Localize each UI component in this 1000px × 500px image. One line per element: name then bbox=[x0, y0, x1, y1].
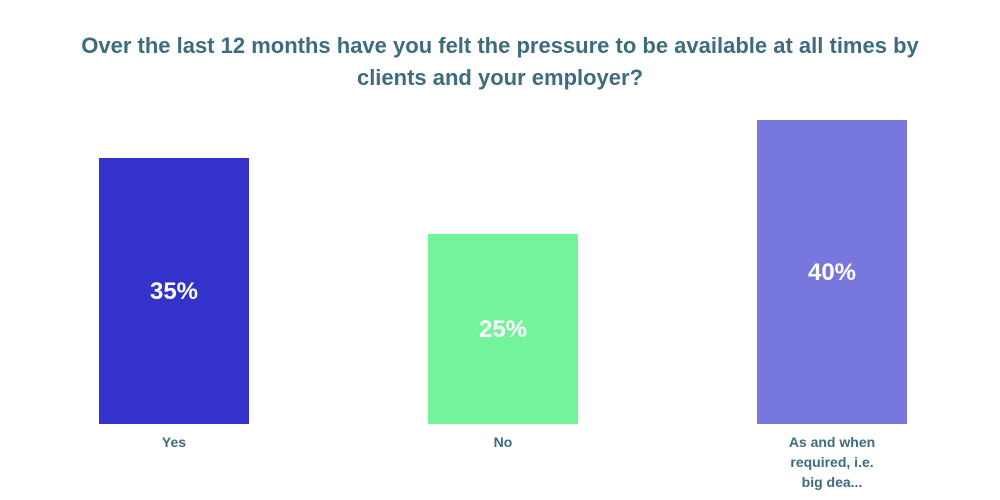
bar-as bbox=[757, 120, 907, 424]
bar-value-label: 35% bbox=[150, 278, 198, 305]
category-label: Yes bbox=[162, 434, 186, 450]
bar-yes bbox=[99, 158, 249, 424]
bar-no bbox=[428, 234, 578, 424]
bar-value-label: 40% bbox=[808, 259, 856, 286]
category-label: As and when required, i.e. big dea... bbox=[789, 434, 875, 490]
bar-value-label: 25% bbox=[479, 316, 527, 343]
category-label: No bbox=[494, 434, 513, 450]
chart-title: Over the last 12 months have you felt th… bbox=[81, 33, 919, 90]
